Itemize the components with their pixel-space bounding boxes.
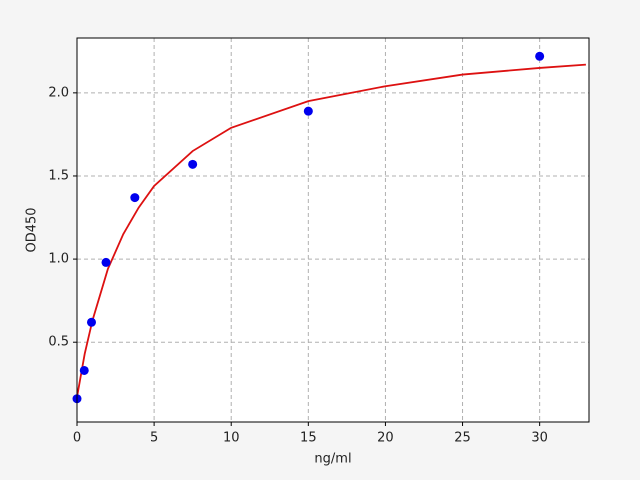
y-tick-label: 2.0 xyxy=(48,85,69,100)
fit-curve xyxy=(76,63,586,398)
data-point xyxy=(303,106,313,116)
data-point xyxy=(79,365,89,375)
x-axis-label: ng/ml xyxy=(314,452,351,467)
data-point xyxy=(188,159,198,169)
x-tick-label: 25 xyxy=(454,431,471,446)
plot-area xyxy=(77,38,589,422)
data-point xyxy=(101,257,111,267)
data-point xyxy=(86,317,96,327)
y-axis-label: OD450 xyxy=(25,207,40,252)
y-tick-label: 0.5 xyxy=(48,335,69,350)
plot-frame xyxy=(76,37,590,423)
y-tick-label: 1.5 xyxy=(48,168,69,183)
x-tick-label: 20 xyxy=(377,431,394,446)
x-tick-label: 30 xyxy=(531,431,548,446)
y-tick-label: 1.0 xyxy=(48,252,69,267)
x-tick-label: 10 xyxy=(223,431,240,446)
data-point xyxy=(130,193,140,203)
data-point xyxy=(535,51,545,61)
x-tick-label: 5 xyxy=(150,431,158,446)
x-tick-label: 15 xyxy=(300,431,317,446)
x-tick-label: 0 xyxy=(73,431,81,446)
